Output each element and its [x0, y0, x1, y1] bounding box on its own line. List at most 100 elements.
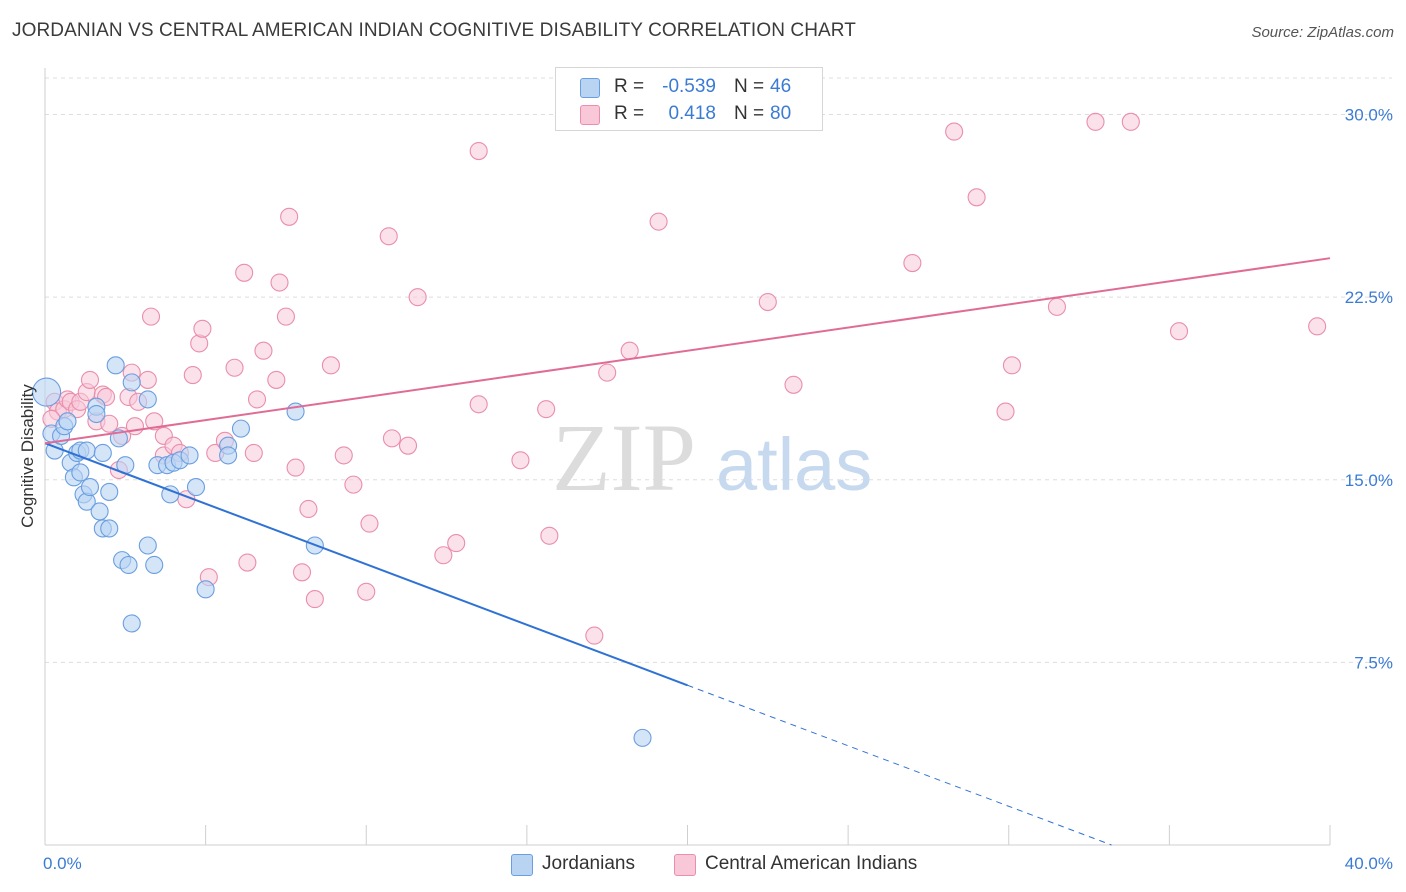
data-point-jordanians [87, 404, 106, 424]
x-tick-label: 0.0% [43, 854, 82, 873]
data-point-central-american-indians [276, 307, 295, 326]
data-point-central-american-indians [292, 563, 312, 582]
data-point-central-american-indians [190, 334, 209, 353]
y-tick-label: 7.5% [1354, 653, 1393, 672]
data-point-central-american-indians [235, 263, 254, 282]
data-point-central-american-indians [299, 499, 318, 519]
data-point-jordanians [106, 356, 125, 375]
trend-line-central-american-indians [44, 257, 1331, 445]
data-point-central-american-indians [145, 412, 164, 431]
bottom-swatch-blue [511, 854, 533, 876]
data-point-central-american-indians [537, 400, 556, 419]
data-point-central-american-indians [183, 366, 202, 385]
data-point-jordanians [219, 446, 238, 465]
data-point-central-american-indians [244, 443, 263, 463]
data-point-central-american-indians [193, 319, 212, 338]
data-point-central-american-indians [540, 526, 559, 545]
data-point-central-american-indians [649, 212, 668, 231]
y-tick-label: 30.0% [1345, 106, 1393, 125]
legend-swatch-pink [580, 105, 600, 125]
data-point-central-american-indians [247, 390, 267, 409]
axes [44, 68, 1331, 846]
data-point-central-american-indians [141, 307, 161, 326]
data-point-jordanians [231, 419, 251, 438]
data-point-jordanians [122, 373, 141, 392]
legend-row-jordanians: R = -0.539 N = 46 [556, 74, 822, 100]
legend-swatch-blue [580, 78, 600, 98]
data-point-central-american-indians [469, 141, 488, 161]
watermark-atlas: atlas [716, 423, 872, 506]
data-point-central-american-indians [469, 395, 488, 414]
source-label: Source: ZipAtlas.com [1251, 24, 1394, 41]
data-point-jordanians [32, 377, 62, 407]
data-point-central-american-indians [434, 546, 453, 565]
data-point-central-american-indians [321, 356, 340, 375]
data-point-central-american-indians [225, 358, 244, 377]
data-point-central-american-indians [238, 553, 257, 572]
legend-r-label: R = [614, 76, 645, 97]
data-point-jordanians [100, 519, 119, 538]
data-point-jordanians [145, 555, 164, 575]
data-point-central-american-indians [408, 288, 427, 307]
data-point-jordanians [90, 502, 109, 521]
data-point-central-american-indians [620, 341, 639, 360]
legend-row-central: R = 0.418 N = 80 [556, 101, 822, 127]
data-point-jordanians [186, 478, 206, 497]
data-point-central-american-indians [758, 292, 777, 312]
data-point-jordanians [138, 390, 157, 409]
data-point-central-american-indians [357, 582, 376, 601]
legend-n-value: 80 [770, 103, 792, 124]
legend-n-label: N = [734, 76, 765, 97]
grid [45, 77, 1392, 663]
data-point-central-american-indians [80, 370, 100, 389]
data-point-central-american-indians [1308, 317, 1327, 336]
y-tick-label: 22.5% [1345, 288, 1393, 307]
data-point-central-american-indians [382, 429, 402, 448]
data-point-central-american-indians [138, 370, 157, 389]
watermark: ZIP atlas [552, 404, 872, 511]
data-point-jordanians [138, 536, 157, 555]
chart-title: JORDANIAN VS CENTRAL AMERICAN INDIAN COG… [12, 20, 856, 41]
data-point-central-american-indians [967, 188, 986, 207]
bottom-swatch-pink [674, 854, 696, 876]
data-point-central-american-indians [360, 514, 379, 533]
data-point-central-american-indians [598, 363, 617, 382]
trend-line-jordanians-extension [687, 684, 1112, 846]
data-point-central-american-indians [270, 273, 289, 292]
data-point-jordanians [633, 728, 652, 747]
bottom-legend-label: Central American Indians [705, 853, 918, 874]
data-point-central-american-indians [945, 122, 964, 141]
data-point-central-american-indians [379, 227, 398, 246]
data-point-central-american-indians [286, 458, 305, 477]
legend-r-value: -0.539 [662, 76, 716, 97]
data-point-central-american-indians [784, 375, 803, 394]
data-point-jordanians [80, 478, 100, 497]
data-point-central-american-indians [903, 254, 922, 273]
data-point-central-american-indians [1086, 112, 1105, 131]
data-point-central-american-indians [1121, 112, 1140, 131]
legend-n-value: 46 [770, 76, 792, 97]
trend-line-jordanians [44, 442, 688, 687]
y-axis-label: Cognitive Disability [18, 384, 37, 528]
data-point-central-american-indians [398, 436, 418, 455]
data-point-central-american-indians [267, 370, 286, 389]
data-point-jordanians [180, 446, 199, 465]
data-point-central-american-indians [1047, 297, 1066, 316]
correlation-legend: R = -0.539 N = 46 R = 0.418 N = 80 [555, 67, 823, 131]
data-point-central-american-indians [344, 475, 363, 494]
data-point-jordanians [93, 443, 112, 463]
data-point-central-american-indians [447, 534, 466, 553]
legend-r-value: 0.418 [668, 103, 716, 124]
data-point-jordanians [58, 412, 77, 431]
data-point-jordanians [122, 614, 141, 633]
data-point-jordanians [100, 482, 119, 501]
watermark-zip: ZIP [552, 404, 696, 511]
data-point-central-american-indians [305, 590, 324, 609]
legend-n-label: N = [734, 103, 765, 124]
data-point-central-american-indians [996, 402, 1015, 421]
tick-labels: 7.5% 15.0% 22.5% 30.0% 0.0% 40.0% [43, 106, 1393, 873]
data-point-central-american-indians [1169, 322, 1189, 341]
trend-lines [44, 257, 1331, 846]
data-point-central-american-indians [100, 414, 119, 433]
